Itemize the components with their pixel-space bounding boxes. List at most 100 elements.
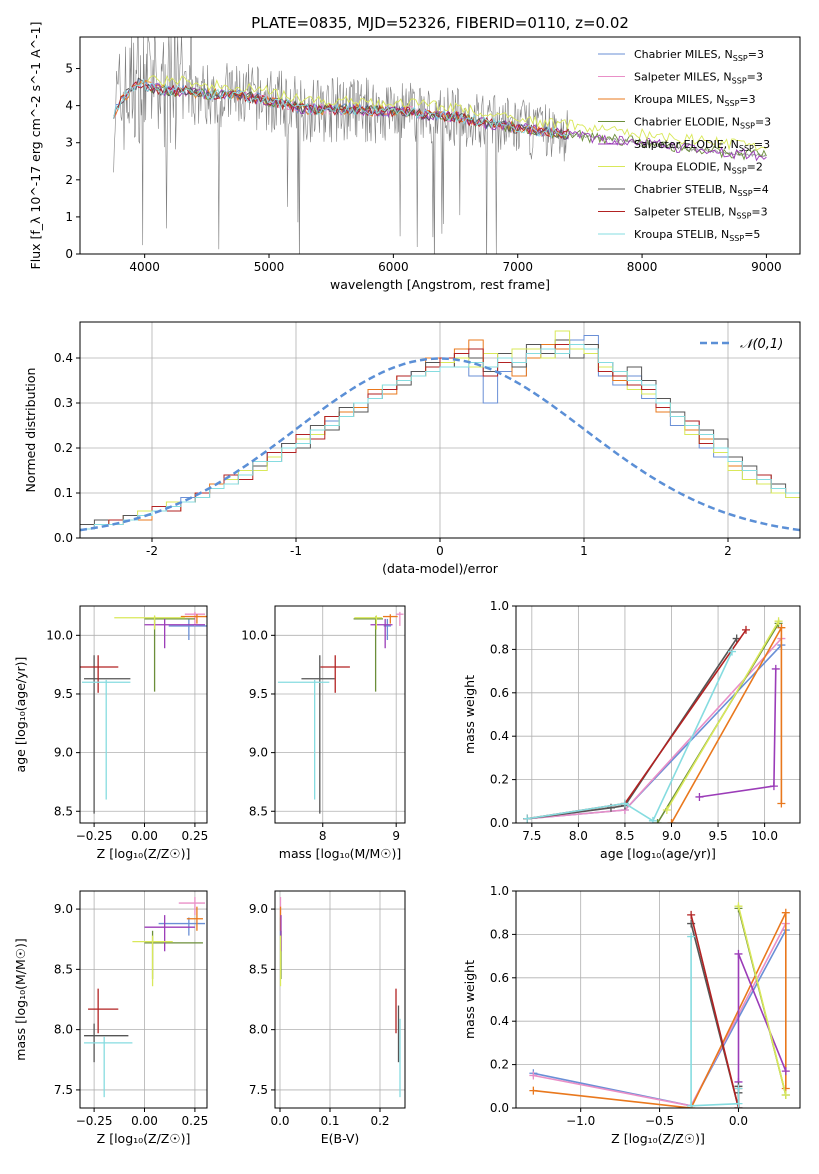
legend-label-main: Chabrier MILES, N <box>634 48 733 61</box>
weight-marker <box>781 1067 790 1076</box>
x-tick-label: -2 <box>146 544 158 558</box>
legend-label-suffix: =3 <box>739 93 755 106</box>
legend-label-sub: SSP <box>729 234 744 243</box>
legend-label-sub: SSP <box>740 122 755 131</box>
x-tick-label: -1 <box>290 544 302 558</box>
weight-marker <box>774 617 783 626</box>
x-tick-label: 8.5 <box>615 829 634 843</box>
legend-label-suffix: =4 <box>753 183 769 196</box>
weight-marker <box>741 625 750 634</box>
x-axis-label: Z [log₁₀(Z/Z☉)] <box>97 1131 191 1146</box>
x-tick-label: 9.0 <box>662 829 681 843</box>
legend-label: Salpeter ELODIE, NSSP=3 <box>634 138 770 153</box>
x-tick-label: 5000 <box>254 260 285 274</box>
plot-area-weight_vs_Z <box>529 902 790 1108</box>
legend-label-suffix: =3 <box>755 116 771 129</box>
model-spectrum <box>113 78 569 139</box>
x-tick-label: 7000 <box>502 260 533 274</box>
y-tick-label: 0.1 <box>54 486 73 500</box>
axes-frame <box>274 605 406 824</box>
axes-frame <box>515 605 801 824</box>
weight-marker <box>695 792 704 801</box>
legend-label-main: Salpeter STELIB, N <box>634 206 736 219</box>
gaussian-curve <box>80 357 800 532</box>
x-tick-label: 2 <box>724 544 732 558</box>
panel-age_vs_mass: 8 9 8.5 9.0 9.5 10.0 mass [log₁₀(M/M☉)] <box>241 605 406 861</box>
legend-label-suffix: =3 <box>748 48 764 61</box>
axes-frame <box>274 890 406 1109</box>
weight-line <box>527 637 782 820</box>
weight-marker <box>687 910 696 919</box>
y-axis-label: mass [log₁₀(M/M☉)] <box>13 938 28 1060</box>
legend-label: Chabrier MILES, NSSP=3 <box>634 48 764 63</box>
legend-label-main: Kroupa STELIB, N <box>634 228 729 241</box>
x-tick-label: 0.1 <box>320 1114 339 1128</box>
legend-label: Kroupa STELIB, NSSP=5 <box>634 228 760 243</box>
x-axis-label: Z [log₁₀(Z/Z☉)] <box>97 846 191 861</box>
legend-label: Chabrier STELIB, NSSP=4 <box>634 183 769 198</box>
y-tick-label: 0.8 <box>490 927 509 941</box>
panel-residuals: -2 -1 0 1 2 0.0 0.1 0.2 0.3 0.4 (data-model)/error… <box>23 321 801 576</box>
y-tick-label: 8.5 <box>249 804 268 818</box>
legend-label-suffix: =5 <box>744 228 760 241</box>
plot-area-mass_vs_ebv <box>279 897 401 1098</box>
weight-line <box>527 644 782 820</box>
axes-frame <box>79 890 208 1109</box>
weight-marker <box>771 664 780 673</box>
x-axis-label: (data-model)/error <box>382 561 499 576</box>
x-tick-label: 0.25 <box>182 829 209 843</box>
x-tick-label: −0.25 <box>76 829 113 843</box>
plot-area-age_vs_mass <box>277 611 404 814</box>
panel-spectrum: 4000 5000 6000 7000 8000 9000 0 1 2 3 4 5 wavelength… <box>28 22 801 292</box>
legend-label-main: Salpeter ELODIE, N <box>634 138 739 151</box>
weight-marker <box>662 805 671 814</box>
x-tick-label: 7.5 <box>522 829 541 843</box>
y-axis-label: mass weight <box>462 675 477 754</box>
weight-marker <box>734 949 743 958</box>
x-tick-label: 4000 <box>129 260 160 274</box>
legend-label: Salpeter STELIB, NSSP=3 <box>634 206 768 221</box>
y-tick-label: 7.5 <box>54 1083 73 1097</box>
legend-label: Salpeter MILES, NSSP=3 <box>634 71 763 86</box>
weight-marker <box>769 782 778 791</box>
histogram-step <box>80 344 800 530</box>
y-axis-label: age [log₁₀(age/yr)] <box>13 657 28 773</box>
x-tick-label: −1.0 <box>566 1114 595 1128</box>
axes-frame <box>79 605 208 824</box>
x-axis-label: wavelength [Angstrom, rest frame] <box>330 277 550 292</box>
x-tick-label: 0.0 <box>729 1114 748 1128</box>
legend-label-sub: SSP <box>733 54 748 63</box>
x-tick-label: 6000 <box>378 260 409 274</box>
y-tick-label: 9.0 <box>249 746 268 760</box>
plot-area-mass_vs_Z <box>84 897 205 1098</box>
y-tick-label: 0.0 <box>490 1101 509 1115</box>
weight-marker <box>653 819 662 823</box>
y-tick-label: 0.8 <box>490 642 509 656</box>
y-tick-label: 9.5 <box>54 687 73 701</box>
y-tick-label: 5 <box>65 62 73 76</box>
y-tick-label: 8.5 <box>249 962 268 976</box>
x-axis-label: age [log₁₀(age/yr)] <box>600 846 716 861</box>
x-tick-label: 9.5 <box>709 829 728 843</box>
y-tick-label: 8.5 <box>54 962 73 976</box>
y-tick-label: 4 <box>65 99 73 113</box>
y-tick-label: 0.4 <box>490 1014 509 1028</box>
x-tick-label: 0.00 <box>131 829 158 843</box>
weight-marker <box>529 1086 538 1095</box>
y-tick-label: 8.5 <box>54 804 73 818</box>
y-tick-label: 8.0 <box>249 1023 268 1037</box>
weight-marker <box>687 1101 696 1108</box>
weight-marker <box>667 819 676 823</box>
x-tick-label: −0.5 <box>645 1114 674 1128</box>
weight-marker <box>620 799 629 808</box>
y-tick-label: 7.5 <box>249 1083 268 1097</box>
y-tick-label: 0.2 <box>490 1058 509 1072</box>
weight-marker <box>687 932 696 941</box>
y-tick-label: 0.0 <box>490 816 509 830</box>
legend-label: 𝒩(0,1) <box>740 337 783 352</box>
plot-area-weight_vs_age <box>523 617 786 823</box>
model-spectrum <box>146 74 767 151</box>
plot-area-spectrum <box>113 37 767 254</box>
y-tick-label: 1.0 <box>490 599 509 613</box>
